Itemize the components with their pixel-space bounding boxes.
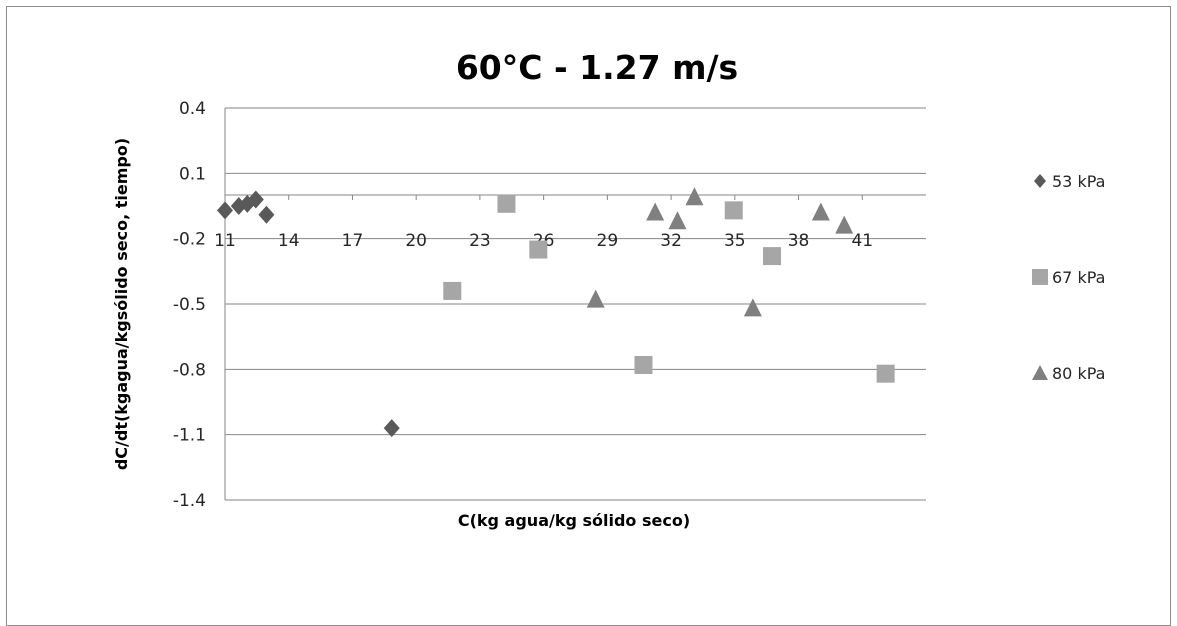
legend-label: 67 kPa <box>1052 268 1105 287</box>
scatter-chart: 60°C - 1.27 m/s 1114172023262932353841 0… <box>112 48 1105 530</box>
legend-diamond-marker <box>1034 174 1046 188</box>
series-triangle <box>586 187 854 317</box>
diamond-point <box>383 419 400 438</box>
legend-item: 53 kPa <box>1034 172 1105 191</box>
triangle-point <box>668 211 687 230</box>
y-tick-label: 0.4 <box>179 99 206 119</box>
square-point <box>876 364 895 383</box>
x-tick-label: 29 <box>597 231 619 251</box>
square-point <box>529 240 548 259</box>
diamond-point <box>247 190 264 209</box>
data-points <box>217 187 895 438</box>
y-axis-ticks: 0.4 0.1 -0.2 -0.5 -0.8 -1.1 -1.4 <box>173 99 206 511</box>
y-tick-label: -0.2 <box>173 230 206 250</box>
legend-triangle-marker <box>1032 365 1048 380</box>
x-tick-label: 11 <box>214 231 236 251</box>
square-point <box>497 194 516 213</box>
x-axis: 1114172023262932353841 <box>214 194 926 251</box>
diamond-point <box>258 205 275 224</box>
series-diamond <box>217 190 400 438</box>
triangle-point <box>835 215 854 234</box>
legend: 53 kPa 67 kPa 80 kPa <box>1032 172 1105 383</box>
y-tick-label: -1.4 <box>173 491 206 511</box>
x-tick-label: 20 <box>405 231 427 251</box>
triangle-point <box>646 202 665 221</box>
legend-label: 80 kPa <box>1052 364 1105 383</box>
y-tick-label: 0.1 <box>179 164 206 184</box>
square-point <box>724 201 743 220</box>
square-point <box>634 355 653 374</box>
chart-frame <box>6 6 1171 626</box>
triangle-point <box>586 289 605 308</box>
y-axis-title: dC/dt(kgagua/kgsólido seco, tiempo) <box>112 138 131 470</box>
legend-label: 53 kPa <box>1052 172 1105 191</box>
legend-item: 80 kPa <box>1032 364 1105 383</box>
legend-item: 67 kPa <box>1032 268 1105 287</box>
y-tick-label: -0.8 <box>173 360 206 380</box>
triangle-point <box>743 298 762 317</box>
x-tick-label: 32 <box>660 231 682 251</box>
x-tick-label: 23 <box>469 231 491 251</box>
gridlines <box>224 107 926 501</box>
diamond-point <box>217 201 233 220</box>
series-square <box>443 194 895 383</box>
triangle-point <box>811 202 830 221</box>
legend-square-marker <box>1032 269 1048 285</box>
y-tick-label: -0.5 <box>173 295 206 315</box>
chart-title: 60°C - 1.27 m/s <box>456 48 738 87</box>
square-point <box>443 281 462 300</box>
x-tick-label: 17 <box>342 231 364 251</box>
x-tick-label: 35 <box>724 231 746 251</box>
x-axis-title: C(kg agua/kg sólido seco) <box>458 511 690 530</box>
x-tick-label: 38 <box>788 231 810 251</box>
x-tick-label: 41 <box>851 231 873 251</box>
triangle-point <box>685 187 704 206</box>
y-tick-label: -1.1 <box>173 426 206 446</box>
square-point <box>762 247 781 266</box>
x-tick-label: 14 <box>278 231 300 251</box>
